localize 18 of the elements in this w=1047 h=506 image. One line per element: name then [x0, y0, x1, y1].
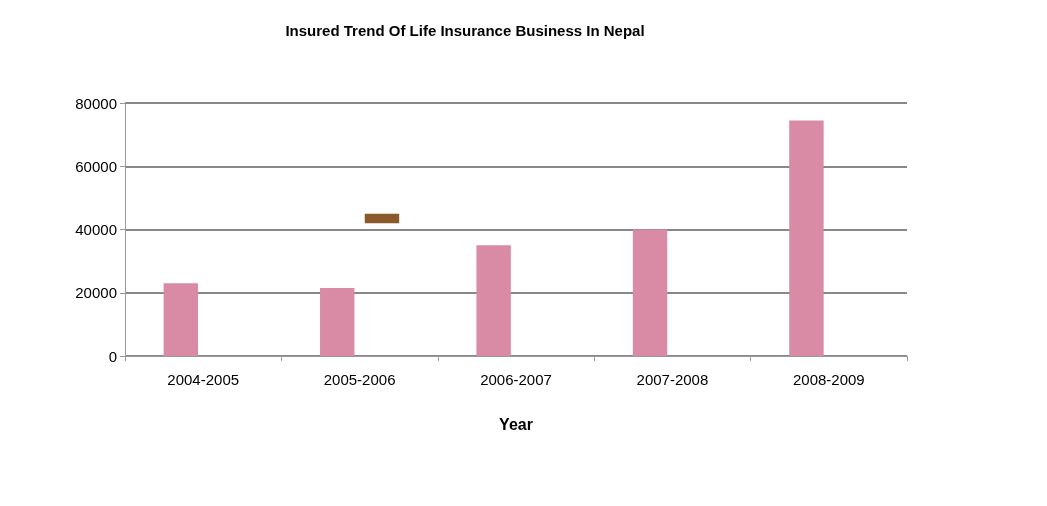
x-tick-label: 2004-2005: [167, 371, 240, 388]
bar: [789, 120, 824, 356]
bar: [320, 288, 355, 356]
y-tick-label: 0: [108, 347, 117, 365]
x-axis-title: Year: [499, 415, 533, 433]
y-tick-label: 20000: [75, 284, 117, 302]
x-tick-label: 2007-2008: [636, 371, 709, 388]
bar: [476, 245, 511, 356]
x-tick-label: 2008-2009: [792, 371, 865, 388]
chart-title: Insured Trend Of Life Insurance Business In Nepal: [285, 22, 645, 39]
bar: [163, 283, 199, 356]
y-tick-label: 80000: [75, 94, 117, 112]
x-tick-label: 2006-2007: [480, 371, 552, 388]
bar: [364, 213, 400, 224]
bar: [632, 229, 668, 356]
x-tick-label: 2005-2006: [323, 371, 396, 388]
y-tick-label: 40000: [75, 221, 117, 238]
y-tick-label: 60000: [75, 157, 117, 175]
